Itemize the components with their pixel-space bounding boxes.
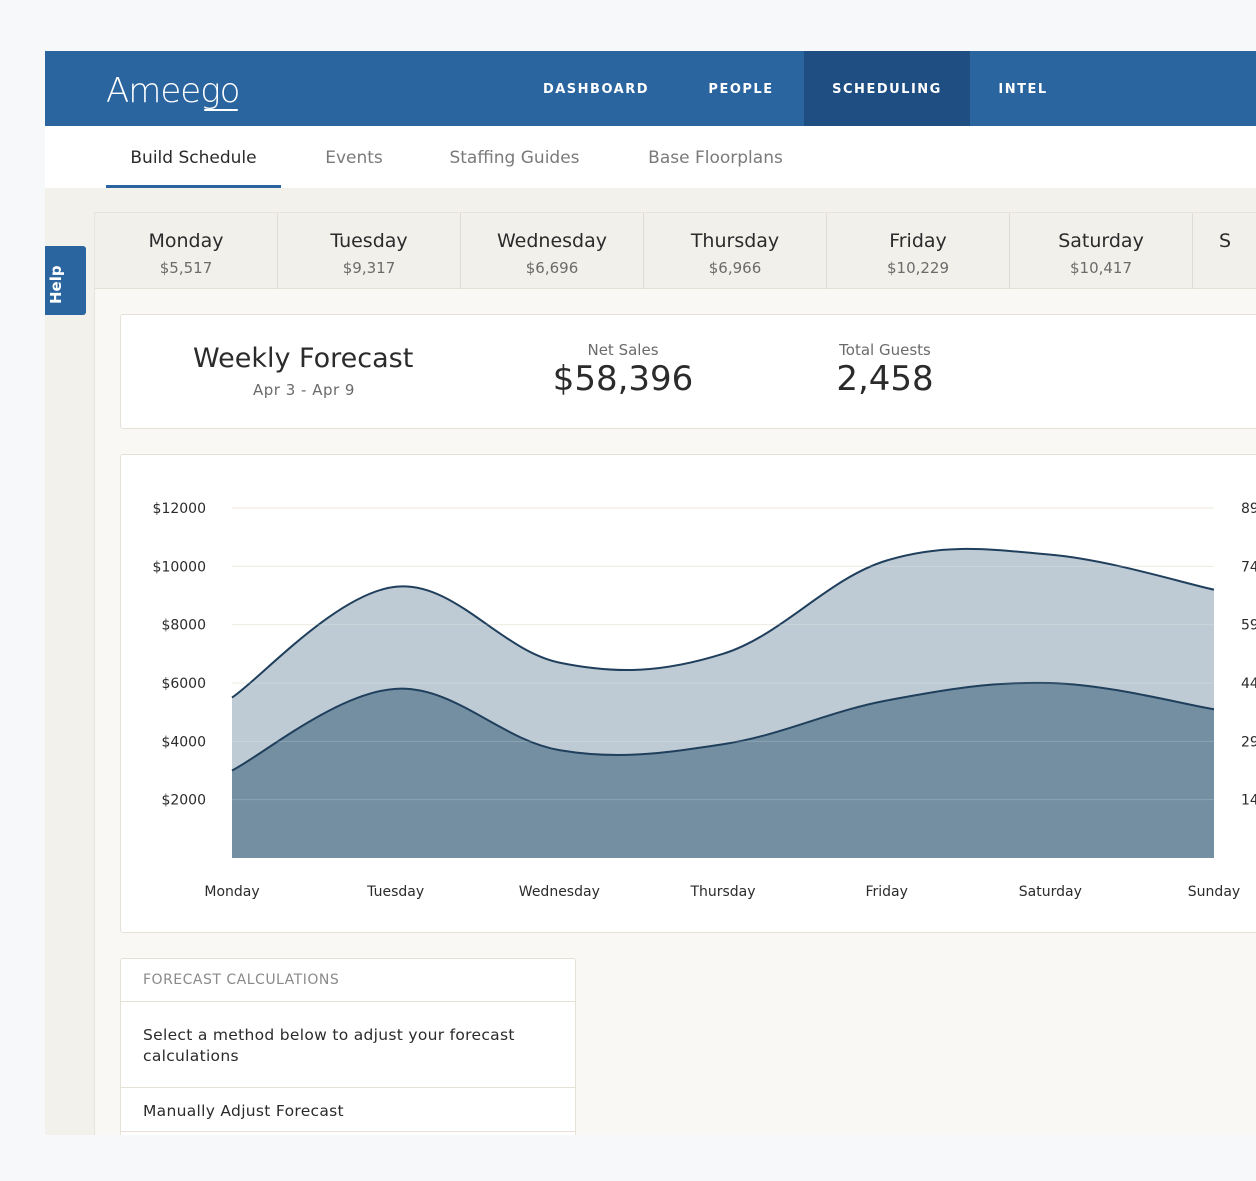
day-name: Wednesday xyxy=(496,230,607,252)
y-tick-label: $8000 xyxy=(161,618,206,634)
divider xyxy=(121,1087,575,1088)
day-tab-sunday[interactable]: S xyxy=(1193,213,1256,289)
y2-tick-label: 29 xyxy=(1241,734,1256,750)
weekly-forecast-title: Weekly Forecast xyxy=(193,343,414,374)
day-amount: $10,417 xyxy=(1069,259,1133,277)
manually-adjust-forecast-option[interactable]: Manually Adjust Forecast xyxy=(143,1102,344,1120)
nav-intel[interactable]: INTEL xyxy=(998,82,1048,97)
y-tick-label: $4000 xyxy=(161,734,206,750)
tab-events[interactable]: Events xyxy=(325,148,383,168)
help-button[interactable]: Help xyxy=(45,246,86,315)
active-tab-indicator xyxy=(106,185,281,188)
tab-build-schedule[interactable]: Build Schedule xyxy=(130,148,257,168)
net-sales-label: Net Sales xyxy=(587,341,659,359)
app-window: Ameego DASHBOARD PEOPLE SCHEDULING INTEL… xyxy=(45,51,1256,1135)
y-tick-label: $12000 xyxy=(153,501,206,517)
net-sales-value: $58,396 xyxy=(552,359,694,399)
y2-tick-label: 44 xyxy=(1241,676,1256,692)
forecast-chart-card: $12000 89 $10000 74 $8000 59 $6000 44 $4000 29 $20… xyxy=(120,454,1256,933)
nav-people[interactable]: PEOPLE xyxy=(708,82,774,97)
weekly-forecast-card: Weekly Forecast Apr 3 - Apr 9 Net Sales … xyxy=(120,314,1256,429)
day-name: S xyxy=(1219,230,1232,252)
total-guests-value: 2,458 xyxy=(836,359,934,399)
day-name: Friday xyxy=(889,230,947,252)
series-2-area xyxy=(232,682,1214,858)
day-name: Monday xyxy=(148,230,224,252)
forecast-calculations-description: Select a method below to adjust your for… xyxy=(143,1026,515,1065)
y-tick-label: $10000 xyxy=(153,559,206,575)
day-strip: Monday $5,517 Tuesday $9,317 Wednesday $… xyxy=(95,213,1256,289)
y2-tick-label: 89 xyxy=(1241,501,1256,517)
x-tick-label: Sunday xyxy=(1188,884,1240,900)
y2-tick-label: 59 xyxy=(1241,618,1256,634)
top-navigation-bar: Ameego DASHBOARD PEOPLE SCHEDULING INTEL xyxy=(45,51,1256,126)
logo-underline xyxy=(204,109,238,111)
forecast-calculations-heading: FORECAST CALCULATIONS xyxy=(143,972,340,988)
day-amount: $6,966 xyxy=(708,259,762,277)
ameego-logo[interactable]: Ameego xyxy=(106,71,240,111)
day-amount: $10,229 xyxy=(886,259,950,277)
divider xyxy=(121,1001,575,1002)
schedule-content: Monday $5,517 Tuesday $9,317 Wednesday $… xyxy=(94,212,1256,1135)
day-tab-saturday[interactable]: Saturday $10,417 xyxy=(1010,213,1193,289)
x-tick-label: Tuesday xyxy=(366,884,424,900)
series-2-line xyxy=(231,681,1215,772)
day-name: Saturday xyxy=(1058,230,1144,252)
y2-tick-label: 74 xyxy=(1241,559,1256,575)
y-tick-label: $2000 xyxy=(161,793,206,809)
day-tab-wednesday[interactable]: Wednesday $6,696 xyxy=(461,213,644,289)
y2-tick-label: 14 xyxy=(1241,793,1256,809)
y-tick-label: $6000 xyxy=(161,676,206,692)
x-tick-label: Wednesday xyxy=(519,884,600,900)
divider xyxy=(121,1131,575,1132)
day-tab-friday[interactable]: Friday $10,229 xyxy=(827,213,1010,289)
day-amount: $6,696 xyxy=(525,259,579,277)
nav-scheduling[interactable]: SCHEDULING xyxy=(804,51,970,126)
day-amount: $5,517 xyxy=(159,259,213,277)
x-tick-label: Saturday xyxy=(1019,884,1082,900)
forecast-calculations-card: FORECAST CALCULATIONS Select a method be… xyxy=(120,958,576,1135)
x-tick-label: Friday xyxy=(865,884,907,900)
forecast-date-range: Apr 3 - Apr 9 xyxy=(253,381,355,399)
day-tab-tuesday[interactable]: Tuesday $9,317 xyxy=(278,213,461,289)
tab-staffing-guides[interactable]: Staffing Guides xyxy=(449,148,580,168)
help-label: Help xyxy=(47,265,65,304)
series-1-line xyxy=(231,547,1215,699)
day-name: Thursday xyxy=(690,230,780,252)
nav-dashboard[interactable]: DASHBOARD xyxy=(542,82,650,97)
forecast-area-chart: $12000 89 $10000 74 $8000 59 $6000 44 $4000 29 $20… xyxy=(153,501,1256,900)
x-tick-label: Thursday xyxy=(689,884,755,900)
day-name: Tuesday xyxy=(330,230,408,252)
sub-navigation: Build Schedule Events Staffing Guides Ba… xyxy=(45,126,1256,188)
tab-base-floorplans[interactable]: Base Floorplans xyxy=(648,148,783,168)
day-amount: $9,317 xyxy=(342,259,396,277)
day-tab-thursday[interactable]: Thursday $6,966 xyxy=(644,213,827,289)
total-guests-label: Total Guests xyxy=(839,341,931,359)
day-tab-monday[interactable]: Monday $5,517 xyxy=(95,213,278,289)
x-tick-label: Monday xyxy=(204,884,259,900)
